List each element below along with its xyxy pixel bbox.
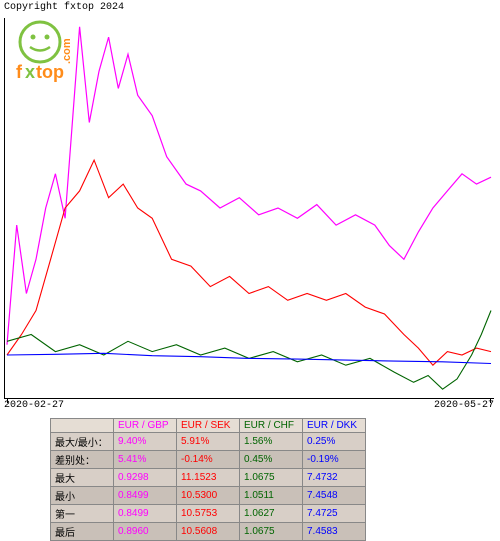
chart-lines bbox=[4, 18, 494, 398]
table-row-label: 最后 bbox=[51, 523, 114, 541]
table-cell: 5.91% bbox=[177, 433, 240, 451]
series-EUR-SEK bbox=[7, 160, 491, 365]
table-cell: 1.0675 bbox=[240, 523, 303, 541]
table-cell: 0.8499 bbox=[114, 505, 177, 523]
table-header-cell: EUR / SEK bbox=[177, 419, 240, 433]
table-header-cell: EUR / GBP bbox=[114, 419, 177, 433]
y-axis bbox=[4, 18, 5, 398]
series-EUR-DKK bbox=[7, 353, 491, 363]
line-chart bbox=[4, 18, 494, 399]
table-cell: 7.4732 bbox=[303, 469, 366, 487]
table-cell: -0.19% bbox=[303, 451, 366, 469]
table-cell: 0.8960 bbox=[114, 523, 177, 541]
table-cell: 1.0511 bbox=[240, 487, 303, 505]
table-cell: 10.5753 bbox=[177, 505, 240, 523]
x-label-start: 2020-02-27 bbox=[4, 400, 64, 411]
data-table: EUR / GBPEUR / SEKEUR / CHFEUR / DKK 最大/最… bbox=[50, 418, 366, 541]
table-header-cell: EUR / DKK bbox=[303, 419, 366, 433]
table-cell: 0.8499 bbox=[114, 487, 177, 505]
copyright-text: Copyright fxtop 2024 bbox=[4, 2, 124, 13]
series-EUR-CHF bbox=[7, 311, 491, 390]
table-cell: 1.56% bbox=[240, 433, 303, 451]
table-cell: 10.5300 bbox=[177, 487, 240, 505]
table-cell: 0.45% bbox=[240, 451, 303, 469]
table-cell: 0.25% bbox=[303, 433, 366, 451]
table-cell: 7.4725 bbox=[303, 505, 366, 523]
table-cell: 7.4583 bbox=[303, 523, 366, 541]
table-cell: 7.4548 bbox=[303, 487, 366, 505]
table-header-empty bbox=[51, 419, 114, 433]
table-row-label: 最大/最小： bbox=[51, 433, 114, 451]
table-row-label: 第一 bbox=[51, 505, 114, 523]
table-cell: 1.0675 bbox=[240, 469, 303, 487]
table-cell: 1.0627 bbox=[240, 505, 303, 523]
table-cell: 9.40% bbox=[114, 433, 177, 451]
series-EUR-GBP bbox=[7, 27, 491, 345]
table-cell: 10.5608 bbox=[177, 523, 240, 541]
table-row-label: 最小 bbox=[51, 487, 114, 505]
table-cell: 0.9298 bbox=[114, 469, 177, 487]
table-header-cell: EUR / CHF bbox=[240, 419, 303, 433]
table-cell: -0.14% bbox=[177, 451, 240, 469]
x-label-end: 2020-05-27 bbox=[434, 400, 494, 411]
table-row-label: 差别处： bbox=[51, 451, 114, 469]
table-cell: 11.1523 bbox=[177, 469, 240, 487]
table-row-label: 最大 bbox=[51, 469, 114, 487]
table-cell: 5.41% bbox=[114, 451, 177, 469]
